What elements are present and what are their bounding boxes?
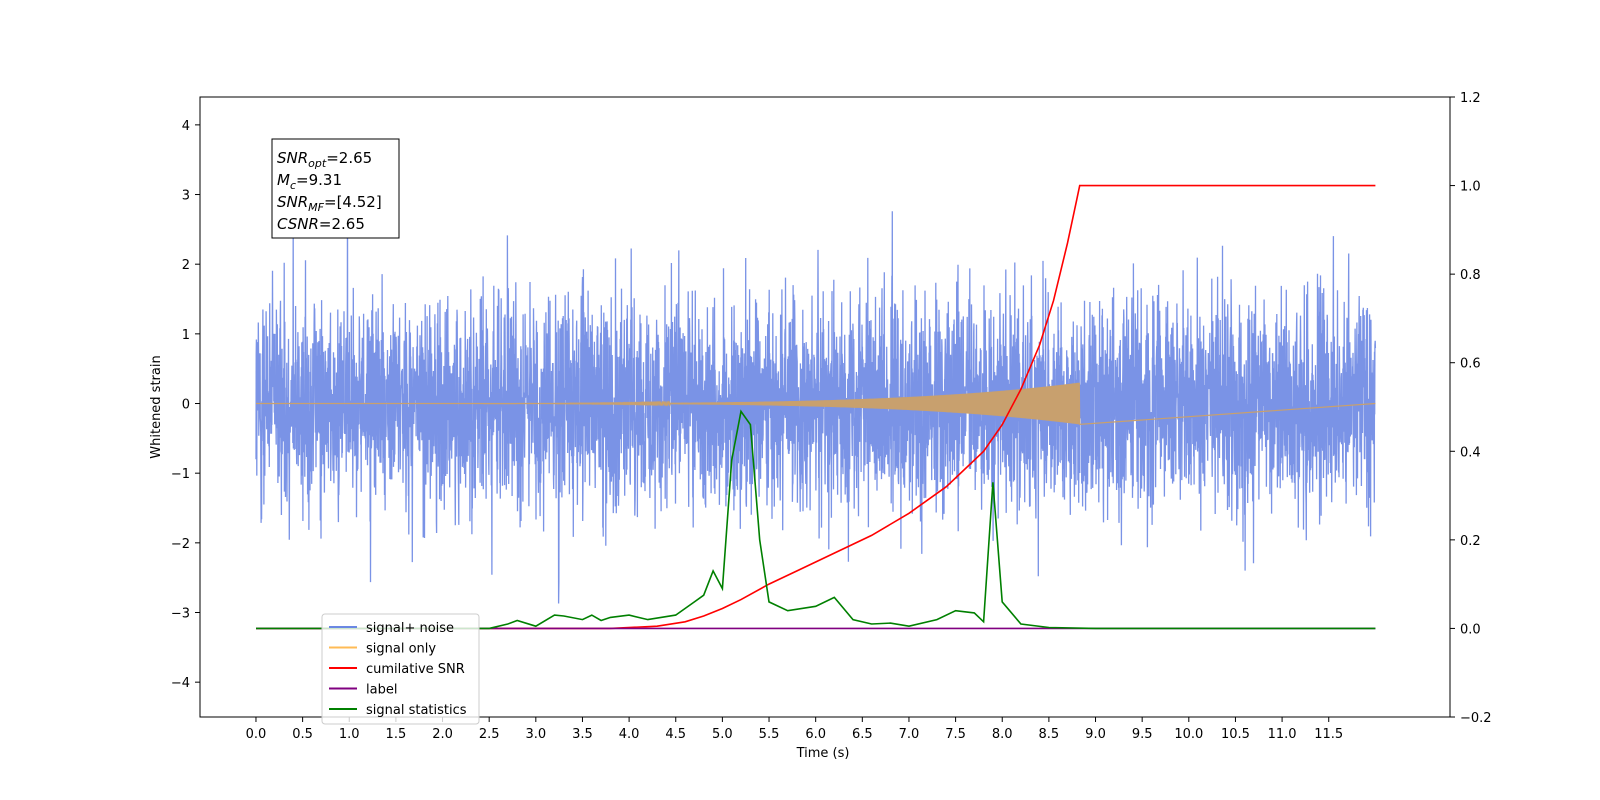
x-tick-label: 1.0 xyxy=(339,727,360,742)
x-tick-label: 4.0 xyxy=(619,727,640,742)
x-tick-label: 10.0 xyxy=(1174,727,1203,742)
y2-tick-label: 1.0 xyxy=(1460,180,1481,195)
series-signal-statistics-line xyxy=(256,409,1376,630)
annotation-frame xyxy=(271,138,400,239)
x-tick-label: 3.5 xyxy=(572,727,593,742)
x-tick-label: 5.0 xyxy=(712,727,733,742)
x-tick-label: 10.5 xyxy=(1221,727,1250,742)
y-tick-label: −1 xyxy=(171,467,190,482)
x-tick-label: 6.5 xyxy=(852,727,873,742)
x-tick-label: 9.0 xyxy=(1085,727,1106,742)
x-tick-label: 8.0 xyxy=(992,727,1013,742)
y2-tick-label: 0.2 xyxy=(1460,534,1481,549)
x-tick-label: 11.0 xyxy=(1268,727,1297,742)
series-signal-noise-line xyxy=(255,184,1377,604)
y-tick-label: −2 xyxy=(171,537,190,552)
x-tick-label: 1.5 xyxy=(386,727,407,742)
y-tick-label: 2 xyxy=(182,258,190,273)
x-tick-label: 8.5 xyxy=(1039,727,1060,742)
legend-label: signal+ noise xyxy=(366,621,454,636)
x-tick-label: 0.0 xyxy=(246,727,267,742)
x-tick-label: 11.5 xyxy=(1314,727,1343,742)
y-tick-label: 1 xyxy=(182,328,190,343)
x-tick-label: 2.5 xyxy=(479,727,500,742)
series-cumilative-snr-line xyxy=(256,184,1376,630)
y2-tick-label: −0.2 xyxy=(1460,711,1492,726)
y-axis-left: 4 3 2 1 0 −1 −2 −3 −4 xyxy=(171,119,200,691)
legend-label: signal statistics xyxy=(366,703,467,718)
y-tick-label: 0 xyxy=(182,398,190,413)
legend-label: label xyxy=(366,683,397,698)
x-tick-label: 5.5 xyxy=(759,727,780,742)
axes-frame xyxy=(199,96,1451,718)
annotation-line: Mc=9.31 xyxy=(277,171,342,192)
x-tick-label: 9.5 xyxy=(1132,727,1153,742)
x-axis: 0.0 0.5 1.0 1.5 2.0 2.5 3.0 3.5 4.0 4.5 5.0 5.5 6.0 6… xyxy=(246,717,1343,742)
series-signal-only-line xyxy=(256,382,1376,426)
y-axis-label: Whitened strain xyxy=(149,355,164,458)
legend-frame xyxy=(321,613,480,725)
y2-tick-label: 0.0 xyxy=(1460,622,1481,637)
x-tick-label: 7.0 xyxy=(899,727,920,742)
annotation-line: SNRMF=[4.52] xyxy=(277,193,382,214)
y-tick-label: −4 xyxy=(171,676,190,691)
legend-label: cumilative SNR xyxy=(366,662,465,677)
y2-tick-label: 0.4 xyxy=(1460,445,1481,460)
annotation-line: SNRopt=2.65 xyxy=(277,149,372,170)
x-axis-label: Time (s) xyxy=(796,746,850,761)
y-tick-label: −3 xyxy=(171,607,190,622)
y2-tick-label: 1.2 xyxy=(1460,91,1481,106)
y2-tick-label: 0.8 xyxy=(1460,268,1481,283)
y-axis-right: 1.2 1.0 0.8 0.6 0.4 0.2 0.0 −0.2 xyxy=(1450,91,1492,726)
x-tick-label: 7.5 xyxy=(945,727,966,742)
y2-tick-label: 0.6 xyxy=(1460,357,1481,372)
y-tick-label: 3 xyxy=(182,189,190,204)
y-tick-label: 4 xyxy=(182,119,190,134)
legend-label: signal only xyxy=(366,642,436,657)
x-tick-label: 6.0 xyxy=(805,727,826,742)
x-tick-label: 4.5 xyxy=(665,727,686,742)
x-tick-label: 3.0 xyxy=(525,727,546,742)
annotation-line: CSNR=2.65 xyxy=(277,215,365,233)
x-tick-label: 2.0 xyxy=(432,727,453,742)
x-tick-label: 0.5 xyxy=(292,727,313,742)
legend: signal+ noise signal only cumilative SNR la… xyxy=(321,613,480,725)
